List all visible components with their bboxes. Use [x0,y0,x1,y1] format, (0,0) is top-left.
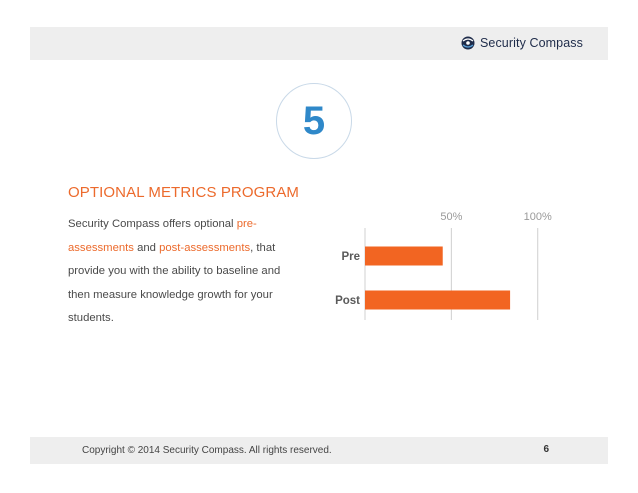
body-line-3: provide you with the ability to baseline… [68,265,281,277]
section-title: OPTIONAL METRICS PROGRAM [68,184,300,201]
page-number: 6 [543,444,549,455]
step-number: 5 [302,99,326,143]
pre-highlight: pre- [236,218,257,230]
category-label: Pre [341,251,360,263]
post-assessments-highlight: post-assessments [159,241,251,254]
bar [365,290,511,310]
body-line-5: students. [68,312,114,324]
body-paragraph: Security Compass offers optional pre- as… [68,213,298,331]
step-badge: 5 [276,83,352,159]
body-line-1: Security Compass offers optional pre- [68,218,257,230]
body-line-4: then measure knowledge growth for your [68,288,273,301]
tick-label: 50% [440,211,462,223]
body-line-2: assessments and post-assessments, that [68,241,276,254]
brand-name: Security Compass [479,36,583,50]
compass-logo-icon [461,36,475,50]
category-label: Post [335,295,360,307]
footer-band [30,437,608,464]
bar [365,246,443,266]
brand-logo: Security Compass [460,34,583,52]
assessment-bar-chart: 50% 100% Pre Post [335,211,552,320]
tick-label: 100% [524,211,552,223]
copyright-text: Copyright © 2014 Security Compass. All r… [82,445,332,456]
header-band [30,27,608,60]
assessments-highlight: assessments [68,241,134,254]
